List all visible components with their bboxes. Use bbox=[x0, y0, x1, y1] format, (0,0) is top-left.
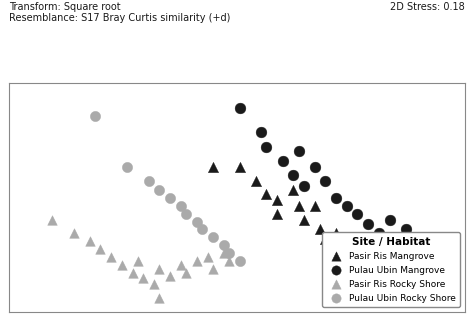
Point bbox=[332, 231, 340, 236]
Point bbox=[354, 256, 361, 261]
Point bbox=[209, 235, 217, 240]
Point bbox=[199, 227, 206, 232]
Text: Transform: Square root
Resemblance: S17 Bray Curtis similarity (+d): Transform: Square root Resemblance: S17 … bbox=[9, 2, 231, 23]
Point bbox=[155, 295, 163, 301]
Point bbox=[48, 217, 56, 222]
Point bbox=[412, 252, 420, 258]
Point bbox=[402, 227, 410, 232]
Point bbox=[370, 260, 377, 265]
Point bbox=[139, 276, 147, 281]
Point bbox=[316, 227, 324, 232]
Point bbox=[273, 197, 281, 203]
Point bbox=[220, 243, 228, 248]
Point bbox=[225, 250, 233, 255]
Point bbox=[295, 204, 302, 209]
Legend: Pasir Ris Mangrove, Pulau Ubin Mangrove, Pasir Ris Rocky Shore, Pulau Ubin Rocky: Pasir Ris Mangrove, Pulau Ubin Mangrove,… bbox=[322, 232, 460, 307]
Point bbox=[193, 258, 201, 263]
Point bbox=[209, 164, 217, 169]
Point bbox=[123, 164, 131, 169]
Point bbox=[354, 211, 361, 216]
Point bbox=[311, 204, 319, 209]
Point bbox=[348, 250, 356, 255]
Point bbox=[91, 114, 99, 119]
Point bbox=[209, 266, 217, 271]
Point bbox=[236, 106, 244, 111]
Point bbox=[321, 178, 329, 183]
Point bbox=[290, 172, 297, 177]
Point bbox=[279, 158, 286, 163]
Text: 2D Stress: 0.18: 2D Stress: 0.18 bbox=[390, 2, 465, 11]
Point bbox=[193, 219, 201, 224]
Point bbox=[343, 204, 351, 209]
Point bbox=[343, 246, 351, 252]
Point bbox=[108, 254, 115, 259]
Point bbox=[182, 270, 190, 275]
Point bbox=[177, 204, 184, 209]
Point bbox=[86, 238, 93, 244]
Point bbox=[321, 237, 329, 242]
Point bbox=[337, 243, 345, 248]
Point bbox=[300, 217, 308, 222]
Point bbox=[134, 258, 142, 263]
Point bbox=[391, 243, 399, 248]
Point bbox=[236, 164, 244, 169]
Point bbox=[273, 211, 281, 216]
Point bbox=[155, 266, 163, 271]
Point bbox=[177, 262, 184, 267]
Point bbox=[225, 258, 233, 263]
Point bbox=[365, 250, 372, 255]
Point bbox=[290, 188, 297, 193]
Point bbox=[145, 178, 153, 183]
Point bbox=[295, 149, 302, 154]
Point bbox=[97, 246, 104, 252]
Point bbox=[365, 221, 372, 226]
Point bbox=[300, 184, 308, 189]
Point bbox=[375, 231, 383, 236]
Point bbox=[263, 145, 270, 150]
Point bbox=[166, 196, 174, 201]
Point bbox=[129, 270, 137, 275]
Point bbox=[150, 282, 158, 287]
Point bbox=[236, 258, 244, 263]
Point bbox=[332, 196, 340, 201]
Point bbox=[118, 262, 126, 267]
Point bbox=[204, 254, 211, 259]
Point bbox=[257, 129, 265, 134]
Point bbox=[220, 250, 228, 255]
Point bbox=[252, 178, 260, 183]
Point bbox=[386, 217, 393, 222]
Point bbox=[311, 164, 319, 169]
Point bbox=[155, 188, 163, 193]
Point bbox=[263, 192, 270, 197]
Point bbox=[70, 231, 78, 236]
Point bbox=[182, 211, 190, 216]
Point bbox=[166, 274, 174, 279]
